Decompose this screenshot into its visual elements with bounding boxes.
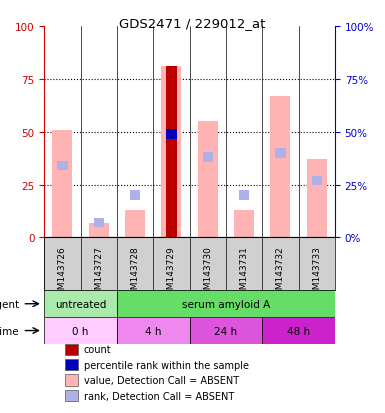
Bar [89,223,109,238]
Bar [65,390,78,401]
Bar [234,211,254,238]
Text: GSM143731: GSM143731 [239,246,249,301]
Bar [190,317,262,344]
Bar [117,317,190,344]
Text: 48 h: 48 h [287,326,310,336]
Bar [52,130,72,238]
Bar [57,161,67,171]
Text: 4 h: 4 h [145,326,162,336]
Text: 0 h: 0 h [72,326,89,336]
Bar [44,317,117,344]
Bar [203,153,213,162]
Bar [166,132,177,141]
Bar [275,149,286,158]
Bar [307,160,327,238]
Text: GSM143727: GSM143727 [94,246,103,300]
Bar [65,359,78,370]
Bar [44,291,117,317]
Bar [239,191,249,200]
Text: GSM143733: GSM143733 [312,246,321,301]
Text: count: count [84,344,111,354]
Bar [125,211,145,238]
Text: percentile rank within the sample: percentile rank within the sample [84,360,248,370]
Text: rank, Detection Call = ABSENT: rank, Detection Call = ABSENT [84,391,234,401]
Bar [198,122,218,238]
Text: serum amyloid A: serum amyloid A [182,299,270,309]
Text: agent: agent [0,299,20,309]
Bar [65,344,78,355]
Text: time: time [0,326,20,336]
Text: GSM143726: GSM143726 [58,246,67,300]
Bar [270,97,290,238]
Text: GDS2471 / 229012_at: GDS2471 / 229012_at [119,17,266,30]
Bar [312,176,322,186]
Bar [166,130,177,139]
Bar [130,191,140,200]
Text: untreated: untreated [55,299,106,309]
Bar [94,218,104,228]
Bar [117,291,335,317]
Text: GSM143732: GSM143732 [276,246,285,300]
Text: value, Detection Call = ABSENT: value, Detection Call = ABSENT [84,375,239,385]
Text: 24 h: 24 h [214,326,238,336]
Bar [161,67,181,238]
Bar [166,67,177,238]
Text: GSM143729: GSM143729 [167,246,176,300]
Bar [65,375,78,386]
Text: GSM143728: GSM143728 [131,246,140,300]
Bar [262,317,335,344]
Text: GSM143730: GSM143730 [203,246,212,301]
